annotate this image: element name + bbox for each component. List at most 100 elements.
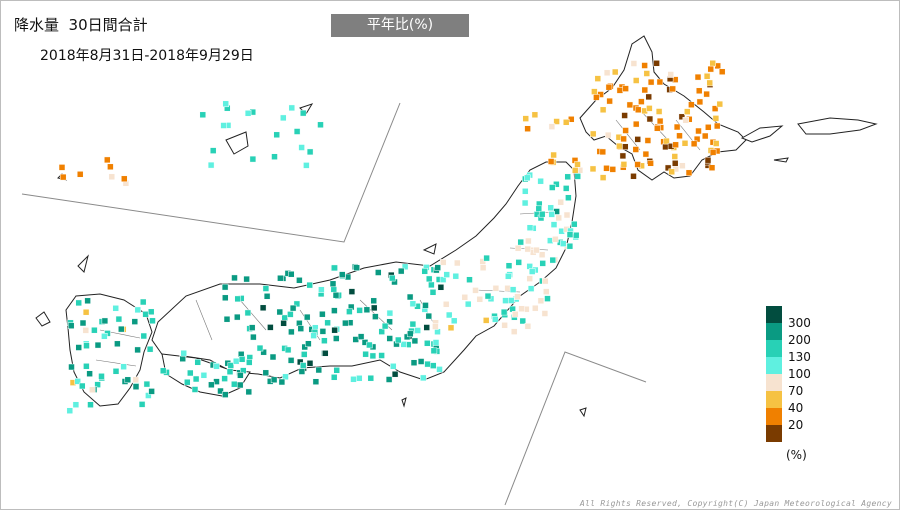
station-marker (425, 275, 433, 283)
station-marker (645, 93, 652, 101)
station-marker (682, 117, 690, 124)
station-marker (297, 325, 305, 332)
station-marker (305, 340, 312, 347)
station-marker (544, 295, 551, 302)
station-marker (115, 315, 123, 323)
station-marker (711, 105, 719, 112)
station-marker (282, 373, 289, 381)
station-marker (391, 370, 399, 378)
station-marker (324, 319, 331, 327)
station-marker (143, 380, 151, 388)
station-marker (350, 376, 357, 383)
station-marker (517, 238, 524, 246)
station-marker (200, 372, 208, 379)
station-marker (644, 137, 652, 144)
station-marker (695, 127, 702, 135)
station-marker (221, 375, 228, 382)
station-marker (538, 210, 546, 218)
station-marker (86, 370, 93, 377)
station-marker (690, 140, 698, 148)
station-marker (187, 369, 194, 377)
station-marker (512, 311, 519, 318)
station-marker (550, 221, 558, 228)
station-marker (599, 174, 607, 181)
station-marker (296, 277, 303, 284)
station-marker (298, 144, 305, 151)
station-marker (366, 341, 373, 349)
station-marker (604, 131, 612, 139)
station-marker (410, 359, 418, 366)
station-marker (89, 386, 96, 394)
station-marker (142, 311, 149, 318)
station-marker (519, 317, 527, 325)
station-marker (528, 268, 536, 275)
station-marker (194, 359, 201, 366)
station-marker (148, 388, 155, 395)
station-marker (231, 274, 238, 282)
station-marker (713, 122, 721, 130)
station-marker (378, 352, 385, 359)
station-marker (199, 111, 207, 119)
station-marker (445, 311, 453, 319)
station-marker (293, 128, 301, 135)
station-marker (707, 65, 714, 73)
station-marker (209, 147, 217, 154)
station-marker (407, 330, 414, 338)
station-marker (703, 90, 710, 98)
station-marker (226, 368, 234, 375)
station-marker (370, 304, 378, 312)
station-marker (483, 254, 490, 262)
station-marker (79, 319, 87, 327)
station-marker (526, 224, 534, 231)
station-marker (333, 367, 340, 374)
station-marker (124, 376, 132, 384)
station-marker (138, 401, 146, 408)
station-marker (671, 153, 679, 160)
station-marker (703, 73, 711, 80)
station-marker (356, 375, 363, 382)
station-marker (662, 143, 669, 151)
station-marker (701, 132, 709, 140)
mode-badge[interactable]: 平年比(%) (331, 14, 469, 37)
station-marker (406, 293, 414, 301)
station-marker (708, 164, 716, 171)
station-marker (192, 375, 200, 383)
station-marker (91, 326, 98, 334)
station-marker (76, 171, 84, 178)
legend-swatch-5 (766, 374, 782, 391)
station-marker (543, 288, 550, 295)
station-marker (663, 137, 670, 145)
station-marker (244, 110, 252, 117)
station-marker (417, 358, 425, 365)
station-marker (59, 173, 67, 181)
station-marker (318, 286, 325, 293)
station-marker (287, 357, 295, 364)
station-marker (538, 251, 546, 258)
station-marker (231, 380, 238, 388)
station-marker (564, 173, 571, 181)
legend-label-200: 200 (788, 333, 811, 347)
station-marker (432, 339, 440, 346)
station-marker (112, 305, 119, 312)
station-marker (439, 276, 447, 283)
station-marker (514, 293, 521, 300)
station-marker (525, 237, 532, 245)
legend-label-300: 300 (788, 316, 811, 330)
station-marker (555, 214, 562, 222)
station-marker (287, 311, 294, 318)
station-marker (84, 297, 91, 305)
station-marker (593, 94, 600, 101)
station-marker (317, 121, 324, 129)
station-marker (94, 341, 102, 349)
station-marker (501, 322, 508, 329)
station-marker (238, 356, 246, 363)
station-marker (390, 363, 397, 370)
station-marker (112, 368, 120, 375)
station-marker (248, 324, 256, 331)
coastline (35, 35, 878, 418)
station-marker (424, 360, 431, 368)
station-marker (223, 315, 231, 323)
station-marker (260, 348, 267, 356)
station-marker (101, 333, 108, 340)
